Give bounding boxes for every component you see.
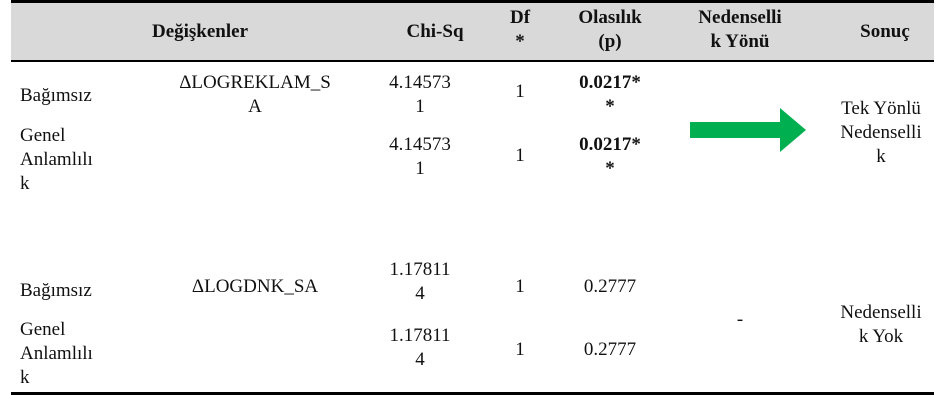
top-rule [11,0,934,3]
col-header-chisq: Chi-Sq [406,21,464,42]
variable-name: ΔLOGREKLAM_S A [179,72,331,117]
df-value: 1 [515,276,525,297]
df-value: 1 [515,339,525,360]
result-text: Nedenselli k Yok [840,302,922,347]
green-right-arrow-icon [690,108,806,152]
header-rule [11,60,934,62]
p-value: 0.2777 [583,339,637,360]
table-header-background [11,3,934,60]
row-label: Bağımsız [20,85,92,106]
df-value: 1 [515,81,525,102]
df-value: 1 [515,145,525,166]
col-header-nedensellik-yonu: Nedenselli k Yönü [698,7,782,52]
col-header-olasilik: Olasılık (p) [578,7,642,52]
col-header-sonuc: Sonuç [860,21,910,42]
chisq-value: 4.14573 1 [389,72,451,117]
row-label: Bağımsız [20,280,92,301]
direction-dash: - [736,309,744,330]
row-label: Genel Anlamlılı k [20,125,93,194]
p-value: 0.2777 [583,276,637,297]
row-label: Genel Anlamlılı k [20,319,93,388]
p-value: 0.0217* * [579,72,641,117]
bottom-rule [11,392,934,395]
chisq-value: 4.14573 1 [389,134,451,179]
chisq-value: 1.17811 4 [389,325,451,370]
result-text: Tek Yönlü Nedenselli k [840,98,922,167]
variable-name: ΔLOGDNK_SA [191,276,319,297]
p-value: 0.0217* * [579,134,641,179]
col-header-df: Df * [509,7,531,52]
chisq-value: 1.17811 4 [389,259,451,304]
col-header-degiskenler: Değişkenler [151,21,249,42]
